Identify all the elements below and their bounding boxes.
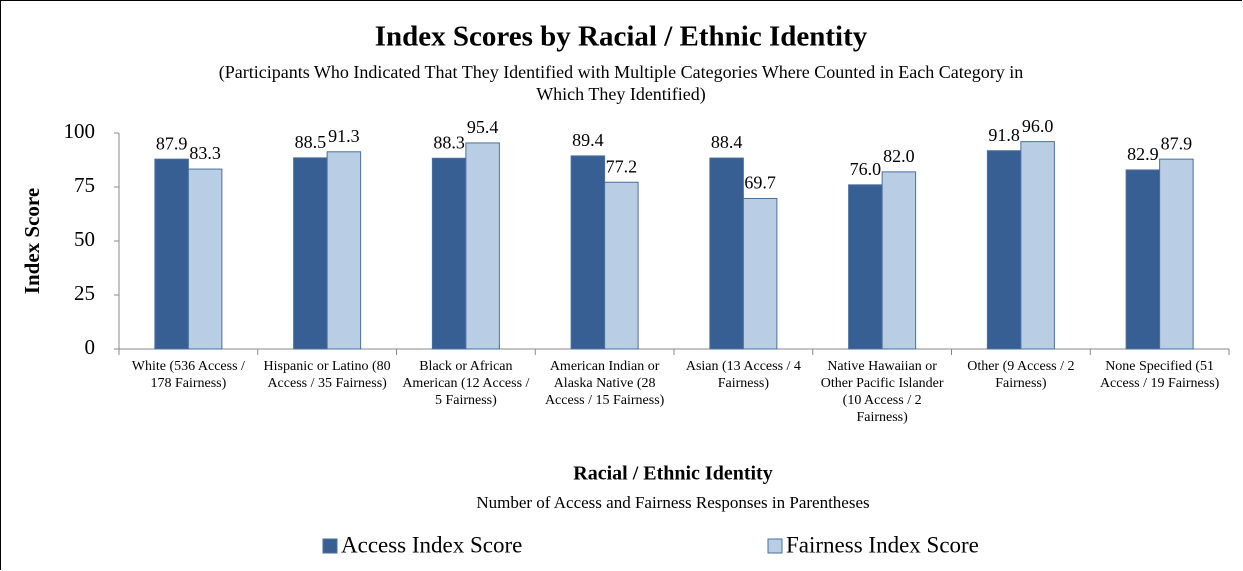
data-label: 87.9 — [1161, 133, 1193, 153]
bar — [986, 150, 1022, 350]
bar — [293, 157, 328, 350]
bar — [848, 184, 883, 350]
data-label: 88.5 — [295, 132, 327, 152]
y-tick-label: 75 — [74, 173, 95, 197]
data-label: 77.2 — [606, 156, 638, 176]
y-tick-label: 50 — [74, 227, 95, 251]
x-axis-label: Racial / Ethnic Identity — [573, 463, 772, 485]
legend-label: Access Index Score — [341, 532, 522, 557]
data-label: 88.3 — [433, 132, 465, 152]
bar — [465, 142, 500, 350]
legend-swatch — [322, 538, 338, 554]
y-tick-label: 0 — [85, 335, 96, 359]
data-label: 76.0 — [850, 159, 882, 179]
bar — [604, 181, 639, 350]
y-tick-label: 100 — [64, 119, 96, 143]
x-tick-label: Hispanic or Latino (80 Access / 35 Fairn… — [263, 359, 391, 391]
bar — [187, 168, 223, 350]
bar — [1125, 169, 1161, 350]
chart-title: Index Scores by Racial / Ethnic Identity — [375, 21, 868, 53]
x-tick-label: Other (9 Access / 2 Fairness) — [967, 359, 1075, 391]
data-label: 88.4 — [711, 132, 743, 152]
x-tick-label: Black or African American (12 Access / 5… — [402, 359, 530, 408]
data-label: 89.4 — [572, 130, 604, 150]
bar — [570, 155, 606, 350]
bar — [742, 197, 778, 350]
legend-swatch — [767, 538, 783, 554]
x-tick-label: Asian (13 Access / 4 Fairness) — [685, 359, 801, 391]
legend-label: Fairness Index Score — [786, 532, 979, 557]
bar — [881, 171, 917, 350]
bar — [1020, 141, 1055, 350]
x-tick-label: None Specified (51 Access / 19 Fairness) — [1099, 359, 1220, 391]
data-label: 82.0 — [883, 146, 915, 166]
bar — [154, 158, 189, 350]
data-label: 95.4 — [467, 117, 499, 137]
x-tick-label: White (536 Access / 178 Fairness) — [131, 359, 245, 391]
data-label: 96.0 — [1022, 116, 1054, 136]
chart-subtitle: (Participants Who Indicated That They Id… — [218, 62, 1024, 104]
x-tick-label: Native Hawaiian or Other Pacific Islande… — [820, 359, 944, 425]
bar — [1159, 158, 1194, 350]
data-label: 87.9 — [156, 133, 188, 153]
data-label: 91.3 — [328, 126, 360, 146]
bar — [326, 151, 362, 350]
bar — [709, 157, 744, 350]
y-axis-label: Index Score — [20, 188, 44, 294]
x-tick-label: American Indian or Alaska Native (28 Acc… — [544, 359, 665, 408]
y-tick-label: 25 — [74, 281, 95, 305]
x-axis-note: Number of Access and Fairness Responses … — [476, 493, 869, 512]
data-label: 91.8 — [988, 125, 1020, 145]
data-label: 83.3 — [189, 143, 221, 163]
data-label: 69.7 — [744, 173, 776, 193]
data-label: 82.9 — [1127, 144, 1159, 164]
bar — [431, 157, 467, 350]
